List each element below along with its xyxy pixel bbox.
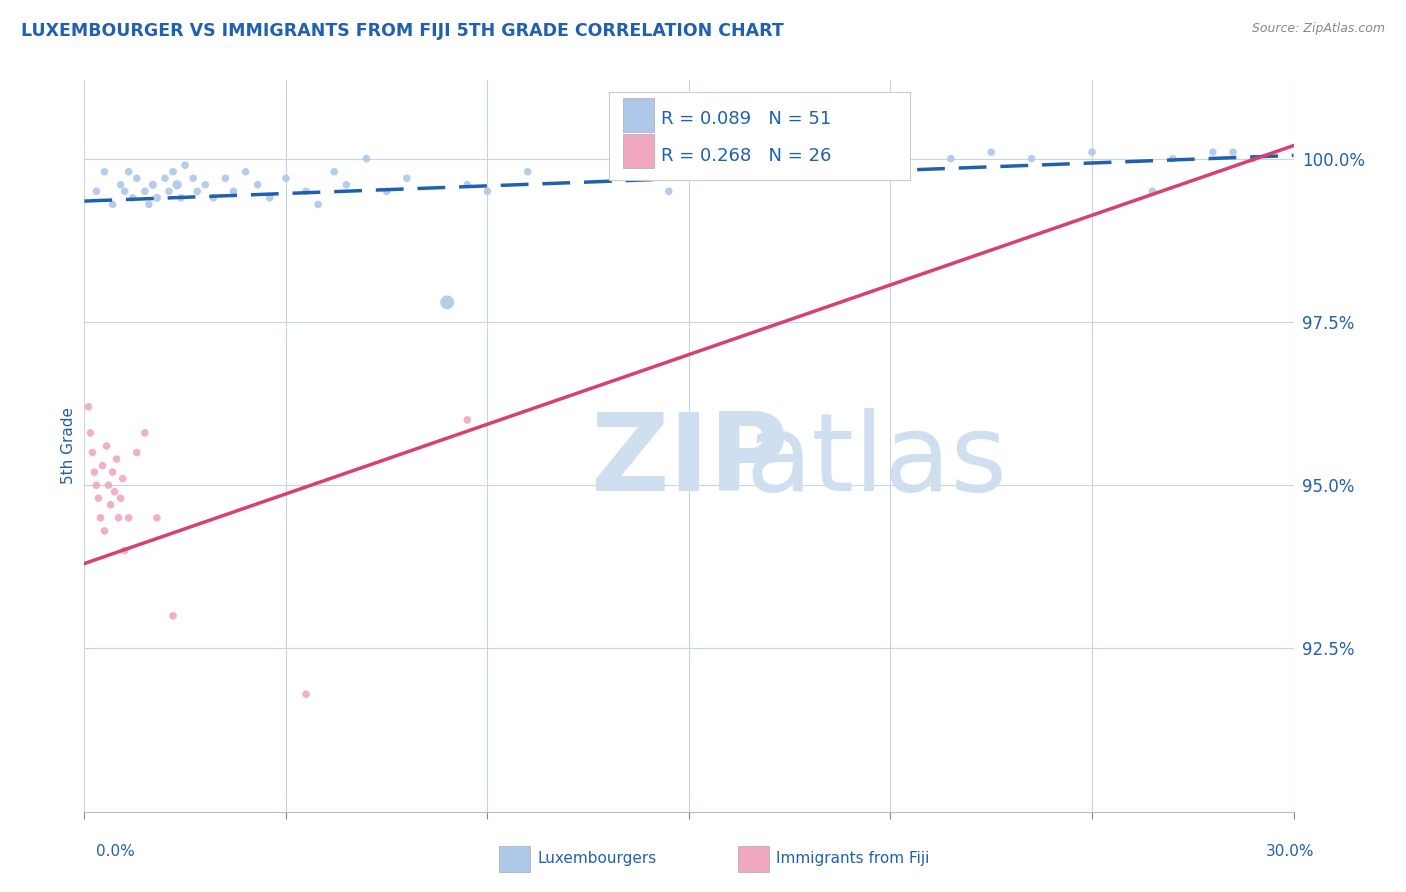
Text: R = 0.268   N = 26: R = 0.268 N = 26 bbox=[661, 146, 831, 164]
Point bbox=[456, 178, 478, 192]
Text: Immigrants from Fiji: Immigrants from Fiji bbox=[776, 852, 929, 866]
Point bbox=[259, 191, 281, 205]
Point bbox=[1161, 152, 1184, 166]
Text: LUXEMBOURGER VS IMMIGRANTS FROM FIJI 5TH GRADE CORRELATION CHART: LUXEMBOURGER VS IMMIGRANTS FROM FIJI 5TH… bbox=[21, 22, 783, 40]
Point bbox=[93, 164, 115, 178]
Point bbox=[142, 178, 165, 192]
Text: 30.0%: 30.0% bbox=[1267, 845, 1315, 859]
Point bbox=[235, 164, 257, 178]
Point bbox=[157, 184, 180, 198]
Point bbox=[134, 184, 156, 198]
Point bbox=[170, 191, 193, 205]
Point bbox=[110, 491, 132, 506]
Point bbox=[162, 608, 184, 623]
Point bbox=[738, 152, 761, 166]
Point bbox=[939, 152, 962, 166]
Point bbox=[105, 452, 128, 467]
Point bbox=[181, 171, 204, 186]
Point bbox=[274, 171, 297, 186]
Point bbox=[1222, 145, 1244, 160]
Point bbox=[104, 484, 127, 499]
Point bbox=[110, 178, 132, 192]
Point bbox=[436, 295, 458, 310]
Point bbox=[222, 184, 245, 198]
Point bbox=[174, 158, 197, 172]
Point bbox=[101, 465, 124, 479]
Y-axis label: 5th Grade: 5th Grade bbox=[60, 408, 76, 484]
Point bbox=[375, 184, 398, 198]
Point bbox=[395, 171, 418, 186]
Point bbox=[111, 472, 134, 486]
Point bbox=[114, 543, 136, 558]
Point bbox=[162, 164, 184, 178]
Point bbox=[77, 400, 100, 414]
Point bbox=[202, 191, 225, 205]
Point bbox=[83, 465, 105, 479]
Point bbox=[93, 524, 115, 538]
Point bbox=[107, 511, 129, 525]
Point bbox=[477, 184, 499, 198]
Text: ZIP: ZIP bbox=[589, 408, 789, 514]
Point bbox=[125, 171, 148, 186]
Point bbox=[356, 152, 378, 166]
Point bbox=[89, 511, 111, 525]
Point bbox=[118, 164, 141, 178]
Point bbox=[86, 184, 108, 198]
Point bbox=[100, 498, 122, 512]
Point bbox=[138, 197, 160, 211]
Point bbox=[96, 439, 118, 453]
Point bbox=[186, 184, 208, 198]
Point bbox=[194, 178, 217, 192]
Point bbox=[980, 145, 1002, 160]
Point bbox=[134, 425, 156, 440]
Point bbox=[1142, 184, 1164, 198]
Point bbox=[295, 184, 318, 198]
Point bbox=[323, 164, 346, 178]
Point bbox=[79, 425, 101, 440]
Point bbox=[246, 178, 269, 192]
Point bbox=[87, 491, 110, 506]
Point bbox=[516, 164, 538, 178]
Point bbox=[146, 191, 169, 205]
Point bbox=[97, 478, 120, 492]
Point bbox=[166, 178, 188, 192]
Point bbox=[153, 171, 176, 186]
Point bbox=[335, 178, 357, 192]
Text: Source: ZipAtlas.com: Source: ZipAtlas.com bbox=[1251, 22, 1385, 36]
Point bbox=[1202, 145, 1225, 160]
Point bbox=[214, 171, 236, 186]
Point bbox=[86, 478, 108, 492]
Point bbox=[307, 197, 329, 211]
Point bbox=[101, 197, 124, 211]
Text: Luxembourgers: Luxembourgers bbox=[537, 852, 657, 866]
Point bbox=[118, 511, 141, 525]
Point bbox=[91, 458, 114, 473]
Point bbox=[1081, 145, 1104, 160]
Point bbox=[456, 413, 478, 427]
Point bbox=[295, 687, 318, 701]
Text: R = 0.089   N = 51: R = 0.089 N = 51 bbox=[661, 110, 831, 128]
Point bbox=[658, 184, 681, 198]
Point bbox=[146, 511, 169, 525]
Point bbox=[114, 184, 136, 198]
Point bbox=[125, 445, 148, 459]
Text: 0.0%: 0.0% bbox=[96, 845, 135, 859]
Point bbox=[82, 445, 104, 459]
Point bbox=[1241, 152, 1264, 166]
Text: atlas: atlas bbox=[745, 408, 1007, 514]
Point bbox=[121, 191, 143, 205]
Point bbox=[859, 164, 882, 178]
Point bbox=[1021, 152, 1043, 166]
